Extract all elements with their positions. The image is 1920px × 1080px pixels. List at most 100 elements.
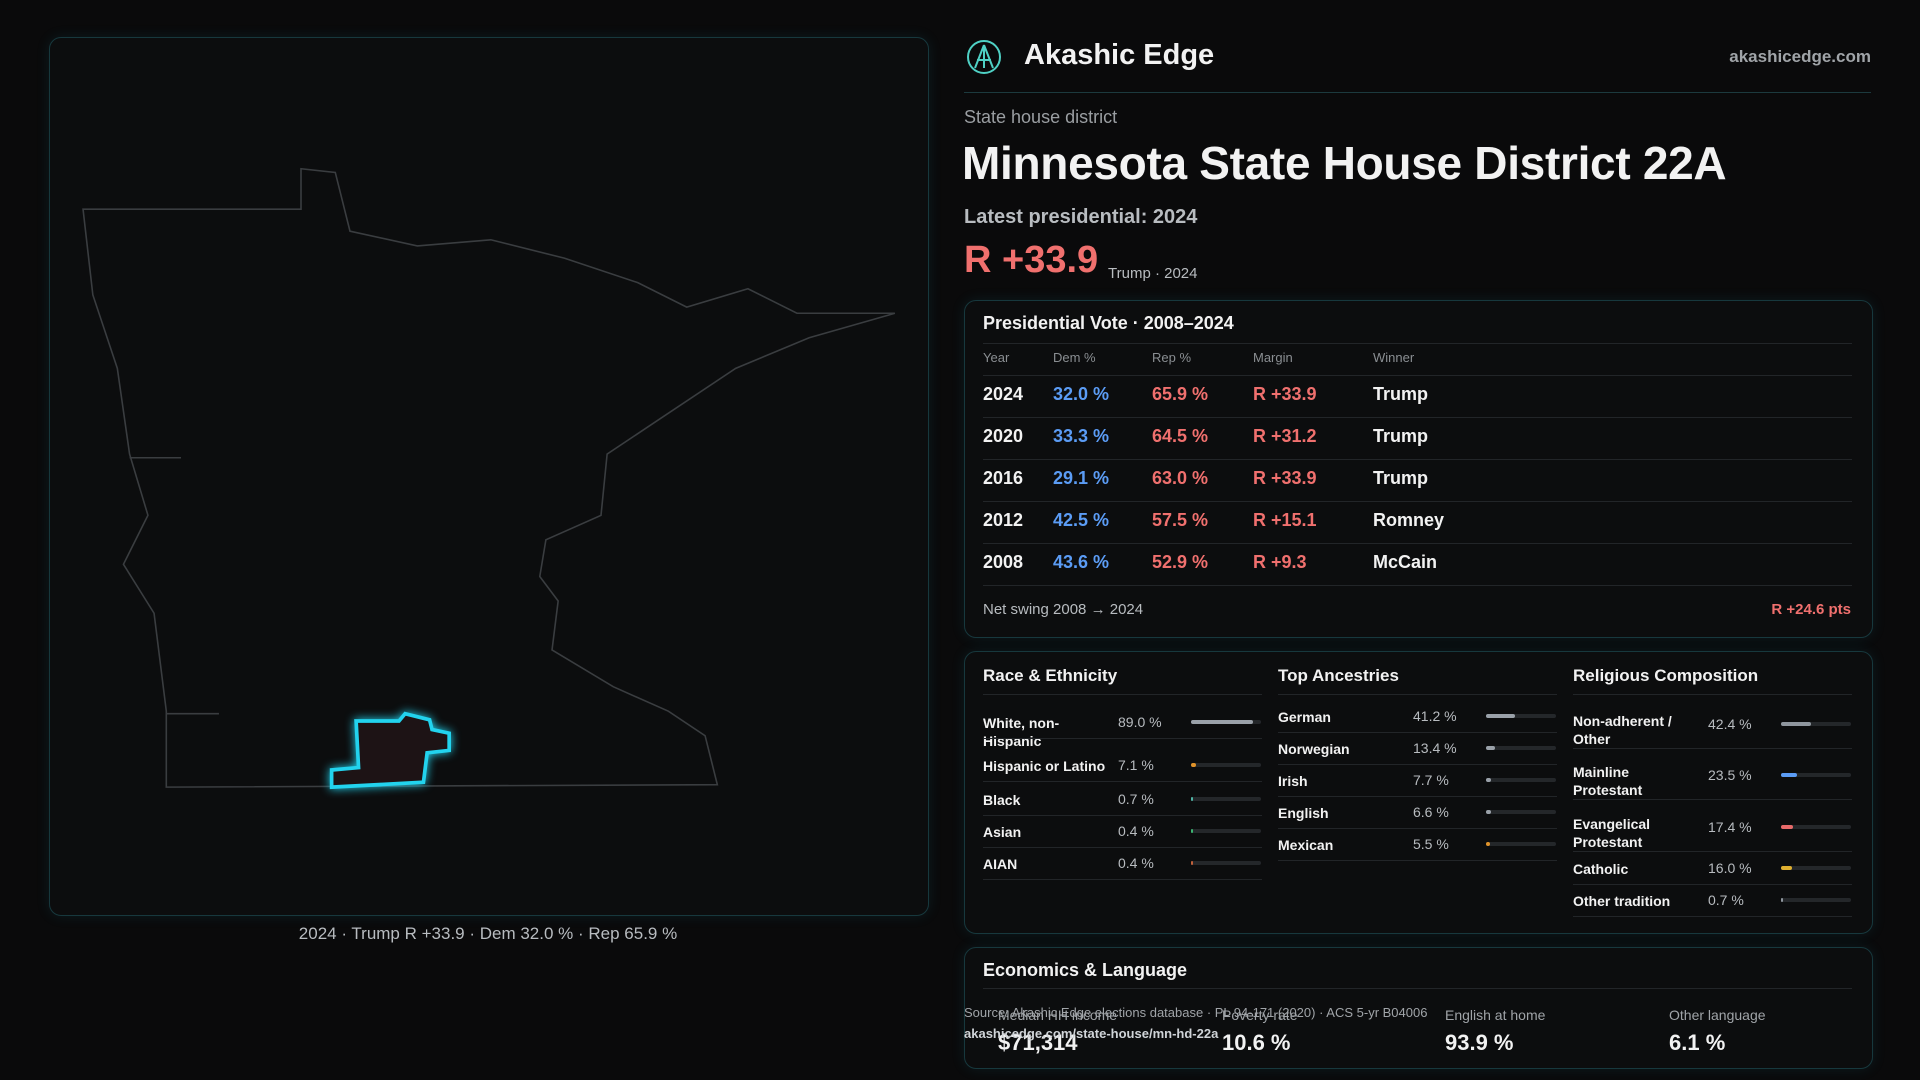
row-label: AIAN — [983, 856, 1018, 872]
state-outline — [82, 167, 896, 788]
district-shape — [329, 711, 452, 790]
row-value: 0.7 % — [1118, 791, 1154, 807]
table-cell: Romney — [1373, 510, 1445, 530]
divider — [983, 879, 1262, 880]
row-value: 0.4 % — [1118, 823, 1154, 839]
divider — [983, 585, 1852, 586]
divider — [1278, 796, 1557, 797]
row-label: Norwegian — [1278, 741, 1350, 757]
table-cell: R +33.9 — [1253, 384, 1317, 404]
table-cell: 43.6 % — [1053, 552, 1110, 572]
site-url[interactable]: akashicedge.com — [1729, 47, 1871, 66]
map-panel — [49, 37, 929, 916]
section-title: Religious Composition — [1573, 666, 1759, 685]
row-value: 16.0 % — [1708, 860, 1752, 876]
stat-value: 6.1 % — [1669, 1030, 1726, 1055]
bar-track — [1191, 797, 1261, 801]
table-cell: 42.5 % — [1053, 510, 1110, 530]
row-value: 41.2 % — [1413, 708, 1457, 724]
divider — [1278, 732, 1557, 733]
table-cell: 52.9 % — [1152, 552, 1209, 572]
row-label: English — [1278, 805, 1329, 821]
table-cell: 2012 — [983, 510, 1024, 530]
divider — [1278, 860, 1557, 861]
table-cell: R +15.1 — [1253, 510, 1317, 530]
bar — [1486, 714, 1515, 718]
divider — [983, 694, 1262, 695]
latest-label: Latest presidential: 2024 — [964, 206, 1198, 228]
divider — [983, 343, 1852, 344]
table-cell: 29.1 % — [1053, 468, 1110, 488]
bar-track — [1486, 714, 1556, 718]
bar — [1781, 722, 1811, 726]
card-title: Economics & Language — [983, 960, 1188, 980]
row-label: Evangelical Protestant — [1573, 816, 1651, 850]
kicker: State house district — [964, 107, 1118, 127]
row-label: Mainline Protestant — [1573, 764, 1643, 798]
row-value: 42.4 % — [1708, 716, 1752, 732]
divider — [1278, 828, 1557, 829]
row-value: 13.4 % — [1413, 740, 1457, 756]
table-cell: R +33.9 — [1253, 468, 1317, 488]
divider — [983, 501, 1852, 502]
divider — [1278, 694, 1557, 695]
table-cell: Trump — [1373, 426, 1429, 446]
row-value: 0.7 % — [1708, 892, 1744, 908]
bar-track — [1486, 810, 1556, 814]
source-link[interactable]: akashicedge.com/state-house/mn-hd-22a — [964, 1026, 1219, 1041]
divider — [983, 815, 1262, 816]
divider — [983, 417, 1852, 418]
bar-track — [1486, 842, 1556, 846]
row-value: 17.4 % — [1708, 819, 1752, 835]
demographics-card — [964, 651, 1873, 934]
divider — [1573, 884, 1852, 885]
stat-label: Median HH income — [998, 1007, 1118, 1023]
margin: R +33.9 — [964, 239, 1099, 281]
map — [82, 167, 896, 790]
divider — [1573, 694, 1852, 695]
divider — [983, 543, 1852, 544]
bar — [1781, 866, 1793, 870]
divider — [1573, 916, 1852, 917]
column-header: Dem % — [1053, 350, 1096, 365]
bar-track — [1191, 861, 1261, 865]
table-cell: 33.3 % — [1053, 426, 1110, 446]
column-header: Winner — [1373, 350, 1415, 365]
bar-track — [1781, 722, 1851, 726]
row-value: 23.5 % — [1708, 767, 1752, 783]
logo — [967, 40, 1001, 74]
row-value: 89.0 % — [1118, 714, 1162, 730]
divider — [983, 375, 1852, 376]
column-header: Margin — [1253, 350, 1293, 365]
table-cell: 64.5 % — [1152, 426, 1209, 446]
table-cell: 65.9 % — [1152, 384, 1209, 404]
divider — [983, 781, 1262, 782]
table-cell: 32.0 % — [1053, 384, 1110, 404]
swing-value: R +24.6 pts — [1771, 601, 1851, 618]
divider — [983, 988, 1852, 989]
table-cell: 57.5 % — [1152, 510, 1209, 530]
divider — [1573, 748, 1852, 749]
row-label: Mexican — [1278, 837, 1334, 853]
divider — [983, 459, 1852, 460]
table-cell: McCain — [1373, 552, 1438, 572]
row-value: 5.5 % — [1413, 836, 1449, 852]
row-label: Black — [983, 792, 1021, 808]
bar-track — [1781, 898, 1851, 902]
bar-track — [1191, 829, 1261, 833]
bar — [1191, 829, 1193, 833]
row-label: White, non-Hispanic — [983, 715, 1060, 749]
divider — [1278, 764, 1557, 765]
card-title: Presidential Vote · 2008–2024 — [983, 313, 1234, 333]
divider — [964, 92, 1871, 93]
stat-value: 10.6 % — [1222, 1030, 1291, 1055]
bar — [1781, 773, 1798, 777]
section-title: Race & Ethnicity — [983, 666, 1118, 685]
row-label: Hispanic or Latino — [983, 758, 1106, 774]
bar — [1486, 746, 1496, 750]
column-header: Rep % — [1152, 350, 1192, 365]
swing-label: Net swing 2008 → 2024 — [983, 601, 1144, 618]
column-header: Year — [983, 350, 1010, 365]
source: Source: Akashic Edge elections database … — [964, 1005, 1428, 1020]
stat-label: English at home — [1445, 1007, 1546, 1023]
